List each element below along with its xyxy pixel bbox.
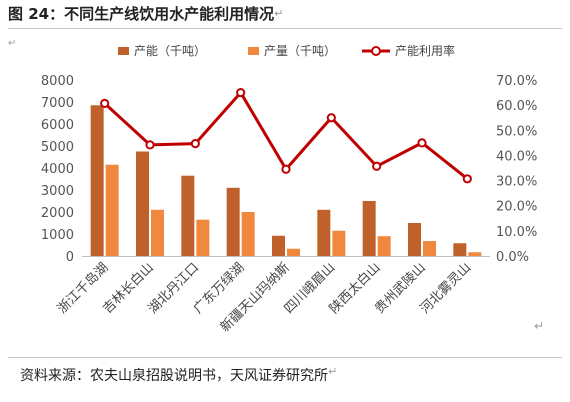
y-left-tick-label: 3000 xyxy=(41,184,74,199)
capacity-chart: 产能（千吨） 产量（千吨） 产能利用率 0 1000 2000 3000 4000 5000 60… xyxy=(8,38,544,335)
utilization-point xyxy=(326,113,336,123)
utilization-point xyxy=(417,138,427,148)
capacity-bar xyxy=(317,209,331,256)
y-left-tick-label: 7000 xyxy=(41,96,74,111)
y-right-tick-label: 50.0% xyxy=(496,124,537,139)
y-right-tick-label: 0.0% xyxy=(496,250,529,265)
output-bar xyxy=(423,241,436,256)
legend-swatch xyxy=(248,47,259,55)
capacity-bar xyxy=(408,223,421,256)
capacity-bar xyxy=(226,187,240,256)
output-bar xyxy=(241,212,255,256)
paragraph-mark-icon: ↵ xyxy=(274,7,284,20)
capacity-bar xyxy=(272,235,285,256)
y-left-tick-label: 5000 xyxy=(41,140,74,155)
utilization-point xyxy=(281,164,291,174)
y-left-tick-label: 2000 xyxy=(41,206,74,221)
figure-title: 图 24：不同生产线饮用水产能利用情况 ↵ xyxy=(8,2,562,26)
utilization-point xyxy=(190,139,200,149)
source-divider xyxy=(8,357,562,358)
legend-label: 产能（千吨） xyxy=(134,44,206,58)
output-bar xyxy=(287,248,300,256)
legend-label: 产量（千吨） xyxy=(264,44,336,58)
y-right-tick-label: 20.0% xyxy=(496,200,537,215)
legend-marker xyxy=(371,46,381,56)
y-left-tick-label: 6000 xyxy=(41,118,74,133)
legend-label: 产能利用率 xyxy=(395,43,455,58)
paragraph-mark-icon: ↵ xyxy=(328,365,338,378)
y-left-tick-label: 4000 xyxy=(41,162,74,177)
y-right-tick-label: 70.0% xyxy=(496,74,537,89)
capacity-bar xyxy=(362,201,376,256)
output-bar xyxy=(332,230,346,256)
title-divider xyxy=(8,28,562,29)
utilization-point xyxy=(236,87,246,98)
source-note: 资料来源：农夫山泉招股说明书，天风证券研究所 ↵ xyxy=(20,365,338,384)
output-bar xyxy=(105,164,119,256)
y-right-tick-label: 60.0% xyxy=(496,99,537,114)
paragraph-mark-icon: ↵ xyxy=(534,319,544,333)
capacity-bar xyxy=(453,243,467,256)
output-bar xyxy=(377,236,391,256)
y-left-tick-label: 1000 xyxy=(41,228,74,243)
utilization-point xyxy=(100,98,110,108)
utilization-point xyxy=(145,140,155,150)
y-right-tick-label: 40.0% xyxy=(496,149,537,164)
utilization-point xyxy=(462,174,472,184)
y-right-tick-label: 30.0% xyxy=(496,175,537,190)
output-bar xyxy=(151,209,164,256)
legend-swatch xyxy=(118,47,129,55)
y-left-tick-label: 8000 xyxy=(41,74,74,89)
output-bar xyxy=(196,219,210,256)
capacity-bar xyxy=(90,105,104,256)
paragraph-mark-icon: ↵ xyxy=(8,38,16,49)
capacity-bar xyxy=(136,151,149,256)
y-left-tick-label: 0 xyxy=(66,250,74,265)
capacity-bar xyxy=(181,175,195,256)
output-bar xyxy=(468,252,482,256)
utilization-point xyxy=(372,161,382,171)
y-right-tick-label: 10.0% xyxy=(496,225,537,240)
